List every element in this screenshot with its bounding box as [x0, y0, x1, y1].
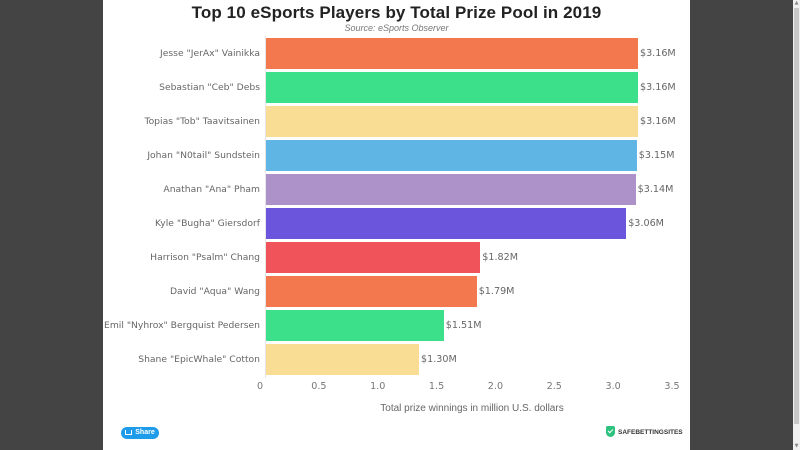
category-label: Kyle "Bugha" Giersdorf: [154, 218, 260, 229]
share-icon: [125, 430, 133, 435]
brand-name: SAFEBETTINGSITES: [618, 429, 683, 436]
chart-title: Top 10 eSports Players by Total Prize Po…: [191, 3, 602, 22]
bar-row: Anathan "Ana" Pham $3.14M: [103, 174, 690, 205]
x-tick-label: 2.0: [487, 381, 504, 392]
bar-row: Shane "EpicWhale" Cotton $1.30M: [103, 344, 690, 375]
bar-row: Johan "N0tail" Sundstein $3.15M: [103, 140, 690, 171]
bar-row: Topias "Tob" Taavitsainen $3.16M: [103, 106, 690, 137]
value-label: $3.16M: [639, 48, 676, 59]
bar-row: Jesse "JerAx" Vainikka $3.16M: [103, 38, 690, 69]
x-tick-label: 0.5: [311, 381, 327, 392]
category-label: Anathan "Ana" Pham: [163, 184, 260, 195]
brand-logo[interactable]: SAFEBETTINGSITES: [606, 426, 683, 440]
category-label: Sebastian "Ceb" Debs: [159, 82, 260, 93]
bar-row: Harrison "Psalm" Chang $1.82M: [103, 242, 690, 273]
bar[interactable]: [266, 276, 477, 307]
x-tick-label: 3.5: [664, 381, 680, 392]
value-label: $3.15M: [638, 150, 675, 161]
bar[interactable]: [266, 310, 444, 341]
scroll-down-arrow-icon[interactable]: ▼: [794, 443, 799, 449]
value-label: $1.51M: [445, 320, 482, 331]
x-tick-label: 2.5: [546, 381, 562, 392]
value-label: $3.06M: [628, 218, 664, 229]
bar[interactable]: [266, 344, 420, 375]
value-label: $1.82M: [482, 252, 518, 263]
bar-row: Sebastian "Ceb" Debs $3.16M: [103, 72, 690, 103]
x-tick-label: 1.0: [370, 381, 386, 392]
chart-subtitle: Source: eSports Observer: [344, 23, 449, 33]
value-label: $1.79M: [478, 286, 515, 297]
bar[interactable]: [266, 72, 638, 103]
category-label: Emil "Nyhrox" Bergquist Pedersen: [104, 320, 260, 331]
y-axis-line: [265, 36, 266, 378]
x-axis-label: Total prize winnings in million U.S. dol…: [380, 403, 564, 414]
category-label: Jesse "JerAx" Vainikka: [160, 48, 260, 59]
bar[interactable]: [266, 38, 638, 69]
bar[interactable]: [266, 174, 636, 205]
x-tick-label: 3.0: [605, 381, 621, 392]
value-label: $3.16M: [639, 82, 676, 93]
x-tick-label: 0: [256, 381, 264, 392]
bar-row: Kyle "Bugha" Giersdorf $3.06M: [103, 208, 690, 239]
category-label: David "Aqua" Wang: [169, 286, 260, 297]
share-button[interactable]: Share: [121, 427, 159, 439]
bar[interactable]: [266, 106, 638, 137]
bar-row: David "Aqua" Wang $1.79M: [103, 276, 690, 307]
bar[interactable]: [266, 242, 481, 273]
share-label: Share: [135, 429, 155, 436]
shield-check-icon: [606, 426, 615, 437]
category-label: Topias "Tob" Taavitsainen: [144, 116, 260, 127]
scroll-up-arrow-icon[interactable]: ▲: [794, 0, 799, 6]
x-tick-label: 1.5: [428, 381, 445, 392]
category-label: Harrison "Psalm" Chang: [150, 252, 260, 263]
value-label: $3.14M: [637, 184, 674, 195]
category-label: Shane "EpicWhale" Cotton: [138, 354, 260, 365]
value-label: $3.16M: [639, 116, 676, 127]
value-label: $1.30M: [421, 354, 457, 365]
bar[interactable]: [266, 208, 627, 239]
category-label: Johan "N0tail" Sundstein: [147, 150, 260, 161]
bar[interactable]: [266, 140, 637, 171]
scroll-thumb[interactable]: [794, 8, 799, 424]
bar-row: Emil "Nyhrox" Bergquist Pedersen $1.51M: [103, 310, 690, 341]
vertical-scrollbar[interactable]: ▲ ▼: [793, 0, 800, 450]
chart-panel: Top 10 eSports Players by Total Prize Po…: [103, 0, 690, 450]
